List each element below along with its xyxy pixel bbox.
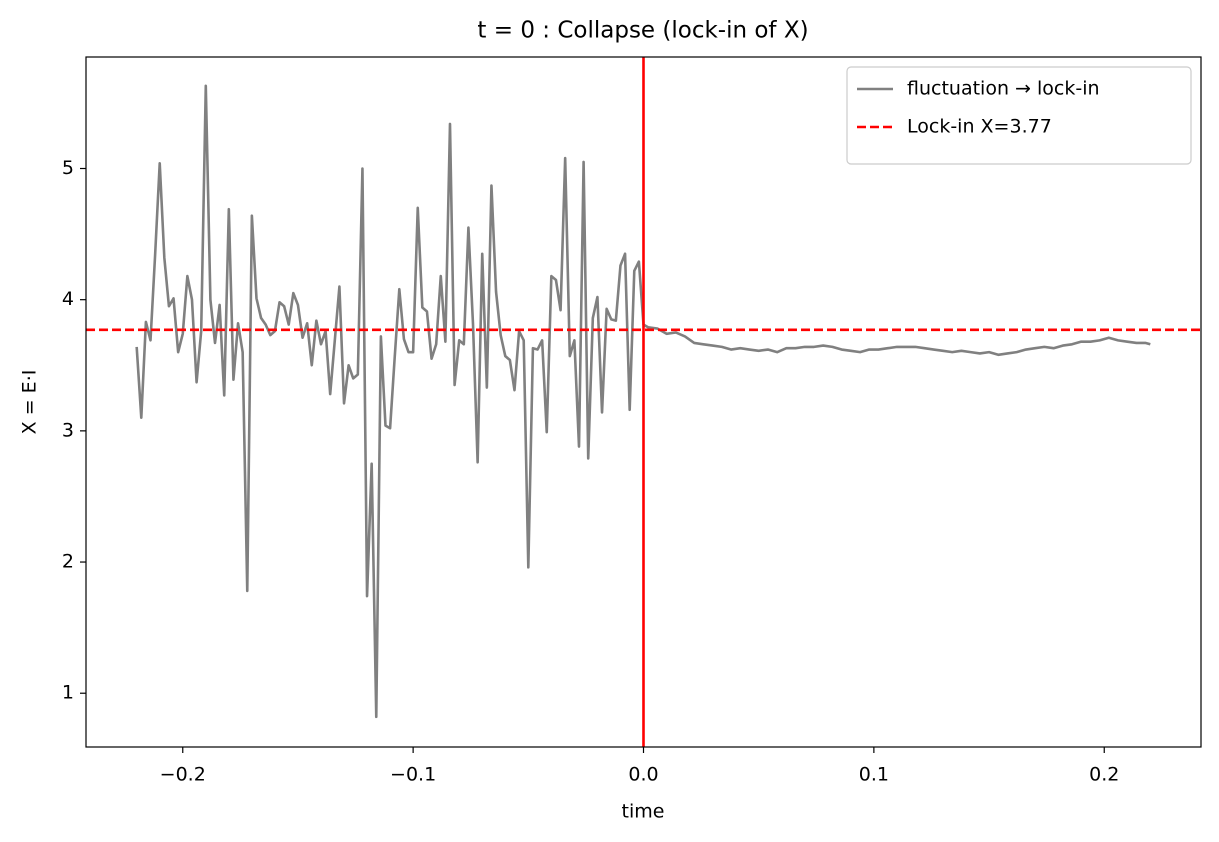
y-tick-label: 5 xyxy=(62,157,74,179)
legend-box xyxy=(846,66,1192,165)
x-axis-label: time xyxy=(622,801,665,823)
x-tick-label: 0.0 xyxy=(628,764,658,786)
data-line xyxy=(135,84,1151,719)
legend-label: Lock-in X=3.77 xyxy=(907,116,1052,138)
y-axis-label: X = E·I xyxy=(19,370,41,435)
x-tick-label: −0.2 xyxy=(160,764,206,786)
plot-frame xyxy=(85,56,1202,748)
legend-label: fluctuation → lock-in xyxy=(907,78,1100,100)
y-tick-label: 4 xyxy=(62,288,74,310)
x-tick-label: 0.2 xyxy=(1089,764,1119,786)
y-tick-label: 2 xyxy=(62,551,74,573)
y-tick-label: 3 xyxy=(62,419,74,441)
y-tick-label: 1 xyxy=(62,682,74,704)
chart-title: t = 0 : Collapse (lock-in of X) xyxy=(477,18,808,44)
x-tick-label: 0.1 xyxy=(859,764,889,786)
x-tick-label: −0.1 xyxy=(390,764,436,786)
